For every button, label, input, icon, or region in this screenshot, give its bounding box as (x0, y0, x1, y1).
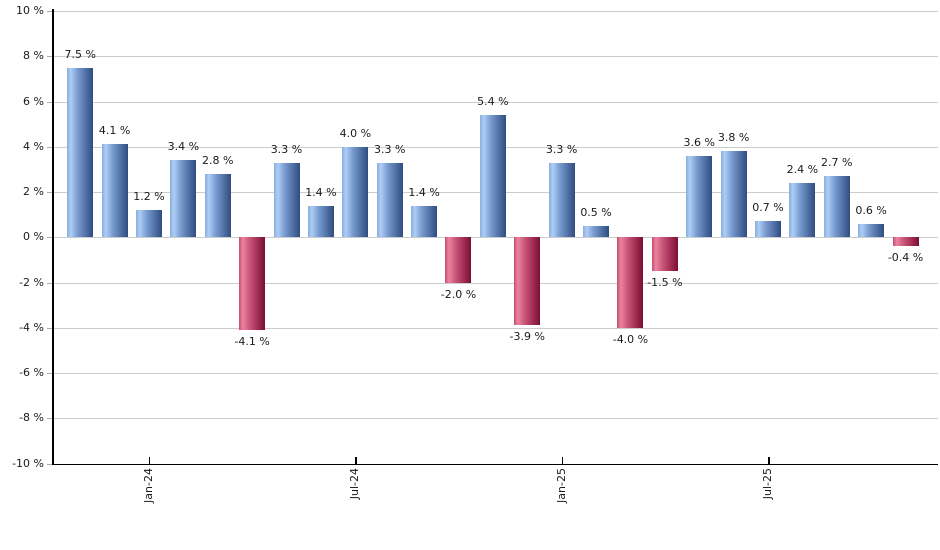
bar-positive[interactable] (342, 146, 369, 238)
bar-value-label: -1.5 % (647, 276, 683, 290)
bar-positive[interactable] (686, 155, 713, 238)
bar-value-label: 3.3 % (373, 142, 406, 156)
bar-positive[interactable] (720, 151, 747, 238)
y-axis-tick (47, 192, 52, 193)
x-axis-tick (768, 456, 770, 464)
bar-positive[interactable] (411, 205, 438, 238)
bar-value-label: 3.6 % (683, 135, 715, 149)
bar-value-label: 3.8 % (717, 131, 750, 145)
y-axis-tick (47, 373, 52, 374)
bar-positive[interactable] (67, 67, 94, 238)
bar-value-label: 0.7 % (752, 201, 784, 215)
y-axis-tick-label: 4 % (23, 139, 44, 153)
y-axis-tick-label: -10 % (12, 456, 44, 470)
bar-negative[interactable] (892, 237, 919, 247)
bar-negative[interactable] (239, 237, 266, 330)
bar-value-label: 1.4 % (408, 185, 440, 199)
bar-value-label: 5.4 % (477, 95, 509, 109)
bar-positive[interactable] (479, 115, 506, 238)
x-axis-tick-label: Jan-24 (141, 467, 155, 503)
gridline (52, 11, 938, 12)
gridline (52, 327, 938, 329)
bar-value-label: 4.1 % (98, 124, 131, 138)
bar-positive[interactable] (376, 162, 403, 238)
bar-negative[interactable] (514, 237, 541, 326)
bar-positive[interactable] (548, 162, 575, 238)
gridline (52, 373, 938, 374)
y-axis-tick-label: -4 % (19, 320, 44, 334)
bar-value-label: 7.5 % (64, 47, 96, 61)
x-axis-line (52, 463, 938, 465)
bar-value-label: 2.4 % (786, 162, 819, 176)
y-axis-tick (47, 237, 52, 239)
bar-positive[interactable] (755, 221, 781, 238)
bar-value-label: -0.4 % (887, 251, 924, 265)
bar-value-label: -2.0 % (440, 287, 477, 301)
bar-value-label: 0.6 % (855, 203, 887, 217)
bar-negative[interactable] (445, 237, 472, 283)
bar-positive[interactable] (273, 162, 300, 238)
x-axis-tick (148, 456, 151, 464)
bar-positive[interactable] (583, 225, 610, 238)
y-axis-tick-label: 6 % (23, 94, 44, 108)
y-axis-tick-label: 10 % (16, 4, 44, 17)
gridline (52, 101, 938, 103)
bar-value-label: 4.0 % (339, 126, 372, 140)
bar-value-label: -3.9 % (509, 330, 545, 344)
bar-negative[interactable] (617, 237, 644, 328)
gridline (52, 237, 938, 239)
bar-value-label: 3.3 % (545, 142, 578, 156)
x-axis-tick (355, 456, 357, 464)
bar-positive[interactable] (307, 205, 334, 238)
bar-positive[interactable] (789, 182, 816, 238)
y-axis-tick (47, 463, 52, 465)
y-axis-tick-label: 2 % (23, 185, 44, 198)
bar-value-label: 2.7 % (821, 156, 853, 170)
x-axis-tick-label: Jul-25 (761, 467, 774, 499)
bar-value-label: 1.4 % (305, 185, 337, 199)
bar-value-label: 3.4 % (167, 140, 200, 154)
gridline (52, 282, 938, 284)
y-axis-tick-label: -2 % (19, 275, 44, 289)
x-axis-tick-label: Jul-24 (348, 467, 362, 499)
gridline (52, 418, 938, 420)
y-axis-tick-label: 0 % (23, 230, 44, 244)
y-axis-tick (47, 418, 52, 420)
y-axis-tick-label: -6 % (19, 366, 44, 379)
y-axis-tick (47, 11, 52, 12)
bar-value-label: 0.5 % (580, 205, 612, 219)
bar-value-label: 3.3 % (270, 142, 303, 156)
y-axis-tick (47, 146, 52, 148)
y-axis-tick (47, 327, 52, 329)
y-axis-tick (47, 101, 52, 103)
y-axis-tick-label: 8 % (23, 49, 44, 63)
y-axis-tick-label: -8 % (19, 411, 44, 425)
y-axis-tick (47, 282, 52, 284)
bar-positive[interactable] (170, 160, 197, 238)
gridline (52, 56, 938, 58)
bar-value-label: -4.0 % (612, 332, 649, 346)
bar-positive[interactable] (101, 144, 128, 238)
bar-positive[interactable] (858, 223, 885, 238)
y-axis-line (52, 9, 54, 464)
x-axis-tick (561, 456, 564, 464)
bar-negative[interactable] (651, 237, 678, 272)
bar-value-label: 1.2 % (133, 190, 165, 204)
bar-positive[interactable] (823, 176, 850, 238)
bar-value-label: 2.8 % (202, 153, 234, 167)
bar-positive[interactable] (135, 210, 162, 238)
bar-value-label: -4.1 % (234, 335, 270, 348)
x-axis-tick-label: Jan-25 (554, 467, 568, 503)
y-axis-tick (47, 56, 52, 58)
bar-positive[interactable] (204, 173, 231, 238)
